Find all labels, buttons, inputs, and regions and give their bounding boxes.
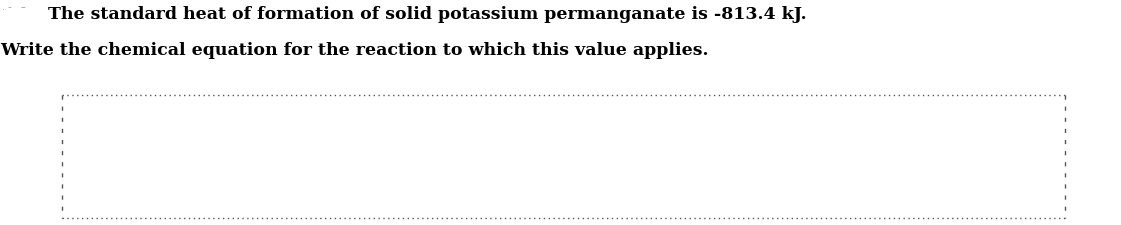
Text: . -   –        .: . - – . — [2, 2, 54, 12]
Text: The standard heat of formation of solid potassium permanganate is -813.4 kJ.: The standard heat of formation of solid … — [0, 6, 807, 23]
Text: Write the chemical equation for the reaction to which this value applies.: Write the chemical equation for the reac… — [0, 42, 708, 59]
